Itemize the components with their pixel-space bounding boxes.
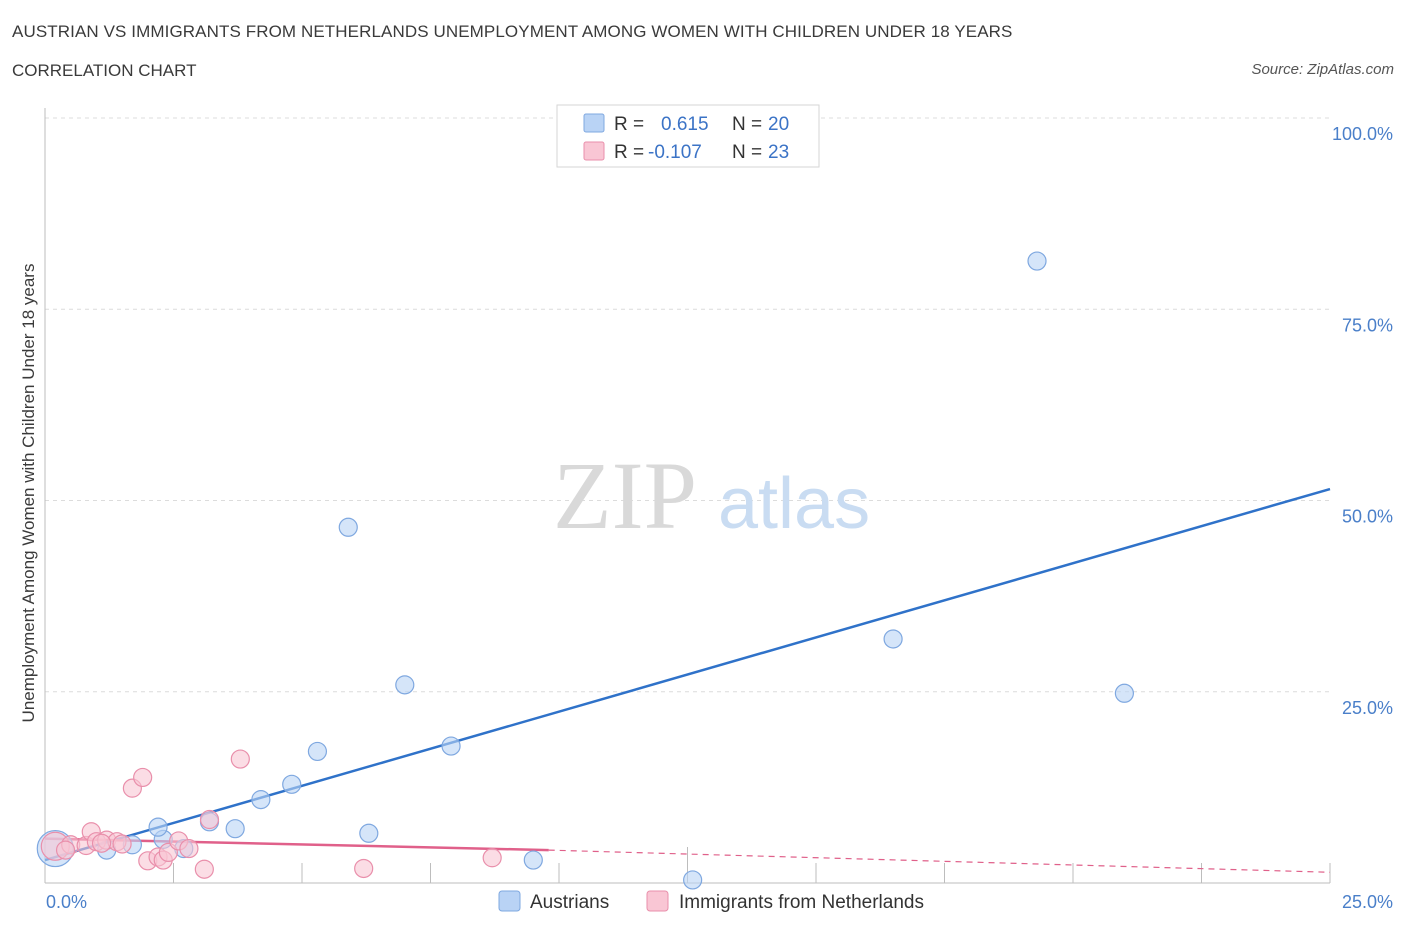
legend-r-label: R = — [614, 142, 644, 163]
correlation-legend: R = 0.615 N = 20 R = -0.107 N = 23 — [556, 104, 820, 168]
point-austrians — [683, 870, 703, 890]
point-netherlands — [112, 834, 132, 854]
point-netherlands — [133, 767, 153, 788]
bottom-legend-austrians: Austrians — [530, 892, 609, 913]
chart-subtitle: CORRELATION CHART — [12, 61, 197, 80]
legend-n-value: 23 — [768, 142, 789, 163]
x-tick-labels: 0.0% 25.0% — [46, 892, 1393, 912]
point-netherlands — [354, 858, 374, 879]
point-netherlands — [194, 859, 214, 879]
legend-n-value: 20 — [768, 114, 789, 135]
point-austrians — [1027, 251, 1047, 271]
point-austrians — [883, 629, 903, 649]
legend-swatch-netherlands — [583, 141, 605, 161]
y-tick-label: 50.0% — [1342, 507, 1393, 527]
grid-lines — [45, 117, 1330, 693]
y-axis-label: Unemployment Among Women with Children U… — [19, 264, 38, 723]
point-austrians — [148, 817, 168, 837]
watermark-atlas: atlas — [718, 464, 870, 544]
point-netherlands — [91, 833, 112, 853]
point-austrians — [359, 823, 379, 843]
trend-line-netherlands-extrapolated — [548, 849, 1331, 873]
point-austrians — [338, 517, 358, 537]
point-austrians — [282, 774, 302, 794]
chart-title: AUSTRIAN VS IMMIGRANTS FROM NETHERLANDS … — [12, 22, 1013, 41]
legend-r-label: R = — [614, 114, 644, 135]
point-netherlands — [230, 749, 250, 769]
bottom-legend-swatch-netherlands — [646, 890, 669, 912]
point-austrians — [251, 790, 271, 810]
point-netherlands — [179, 838, 199, 859]
watermark-zip: ZIP — [553, 442, 697, 549]
point-austrians — [307, 741, 328, 762]
legend-r-value: -0.107 — [648, 142, 702, 163]
y-tick-label: 75.0% — [1342, 315, 1393, 335]
data-points — [36, 251, 1135, 890]
source-label: Source: ZipAtlas.com — [1251, 61, 1394, 78]
bottom-legend-netherlands: Immigrants from Netherlands — [679, 892, 924, 913]
bottom-legend-swatch-austrians — [498, 890, 521, 912]
point-austrians — [395, 675, 415, 695]
y-tick-label: 100.0% — [1332, 124, 1393, 144]
legend-n-label: N = — [732, 142, 762, 163]
point-austrians — [1114, 683, 1135, 703]
point-netherlands — [199, 809, 220, 830]
point-netherlands — [55, 840, 76, 860]
x-tick-label: 0.0% — [46, 892, 87, 912]
y-tick-label: 25.0% — [1342, 698, 1393, 718]
y-tick-labels: 25.0% 50.0% 75.0% 100.0% — [1332, 124, 1393, 718]
series-legend: Austrians Immigrants from Netherlands — [498, 890, 924, 913]
point-netherlands — [482, 848, 502, 868]
point-austrians — [441, 736, 461, 756]
legend-swatch-austrians — [583, 113, 605, 133]
legend-r-value: 0.615 — [661, 114, 709, 135]
x-tick-label: 25.0% — [1342, 892, 1393, 912]
point-austrians — [225, 819, 245, 839]
point-austrians — [523, 850, 543, 870]
legend-n-label: N = — [732, 114, 762, 135]
